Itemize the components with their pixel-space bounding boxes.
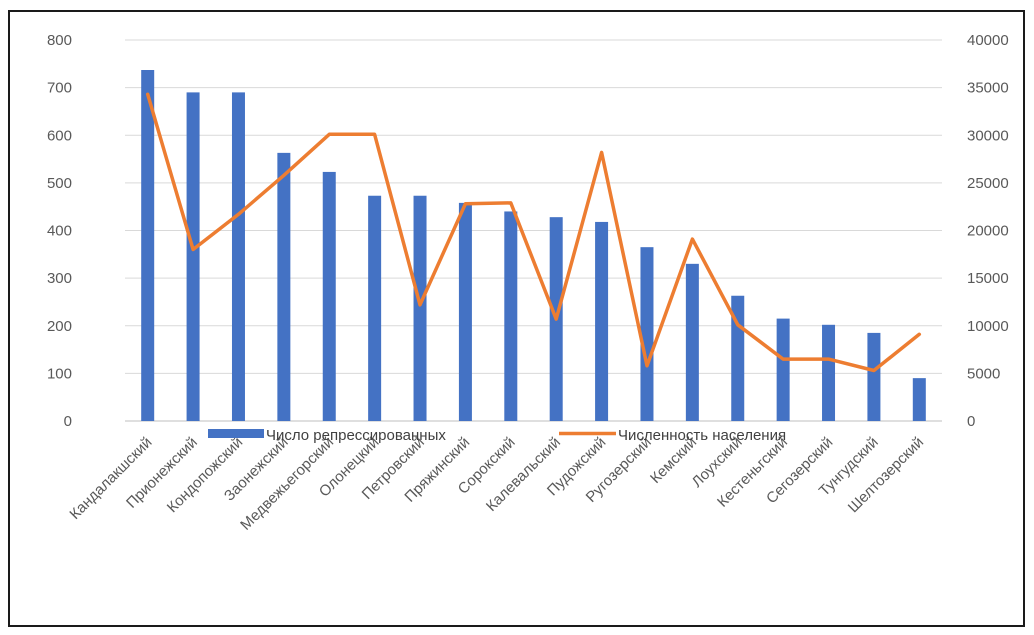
- left-tick-label: 0: [64, 413, 72, 430]
- right-tick-label: 25000: [967, 175, 1009, 192]
- right-tick-label: 15000: [967, 270, 1009, 287]
- bar: [867, 332, 881, 421]
- category-labels: КандалакшскийПрионежскийКондопожскийЗаон…: [66, 434, 927, 534]
- bar: [776, 318, 790, 421]
- left-tick-label: 100: [47, 365, 72, 382]
- bar: [822, 324, 836, 421]
- right-axis-ticks: 0 5000 10000 15000 20000 25000 30000 35000 40000: [967, 32, 1009, 430]
- population-line: [145, 92, 922, 373]
- left-tick-label: 500: [47, 175, 72, 192]
- bar: [504, 211, 518, 421]
- right-tick-label: 40000: [967, 32, 1009, 49]
- right-tick-label: 35000: [967, 80, 1009, 97]
- right-tick-label: 20000: [967, 223, 1009, 240]
- right-tick-label: 10000: [967, 318, 1009, 335]
- bar: [595, 221, 609, 421]
- category-label: Кандалакшский: [66, 434, 155, 523]
- legend-swatch-bars: [208, 429, 264, 438]
- line-series: [145, 92, 922, 373]
- combo-chart: 0 100 200 300 400 500 600 700 800 0 5000 10000 1500…: [47, 32, 1009, 534]
- bar: [186, 92, 200, 421]
- right-tick-label: 0: [967, 413, 975, 430]
- bar: [277, 152, 291, 421]
- chart-frame: 0 100 200 300 400 500 600 700 800 0 5000 10000 1500…: [8, 10, 1025, 627]
- bar: [231, 92, 245, 421]
- bar: [685, 263, 699, 421]
- left-tick-label: 700: [47, 80, 72, 97]
- bar: [912, 378, 926, 421]
- bar-series: [141, 70, 926, 421]
- bar: [368, 195, 382, 421]
- bar: [640, 247, 654, 421]
- left-tick-label: 400: [47, 223, 72, 240]
- bar: [413, 195, 427, 421]
- left-tick-label: 300: [47, 270, 72, 287]
- legend: Число репрессированных Численность насел…: [208, 427, 786, 444]
- legend-label-bars: Число репрессированных: [266, 427, 446, 444]
- bar: [141, 70, 155, 421]
- left-tick-label: 800: [47, 32, 72, 49]
- left-tick-label: 200: [47, 318, 72, 335]
- right-tick-label: 5000: [967, 365, 1000, 382]
- legend-label-line: Численность населения: [618, 427, 786, 444]
- left-tick-label: 600: [47, 127, 72, 144]
- gridlines: [125, 39, 942, 422]
- left-axis-ticks: 0 100 200 300 400 500 600 700 800: [47, 32, 72, 430]
- bar: [458, 202, 472, 421]
- right-tick-label: 30000: [967, 127, 1009, 144]
- bar: [322, 171, 336, 421]
